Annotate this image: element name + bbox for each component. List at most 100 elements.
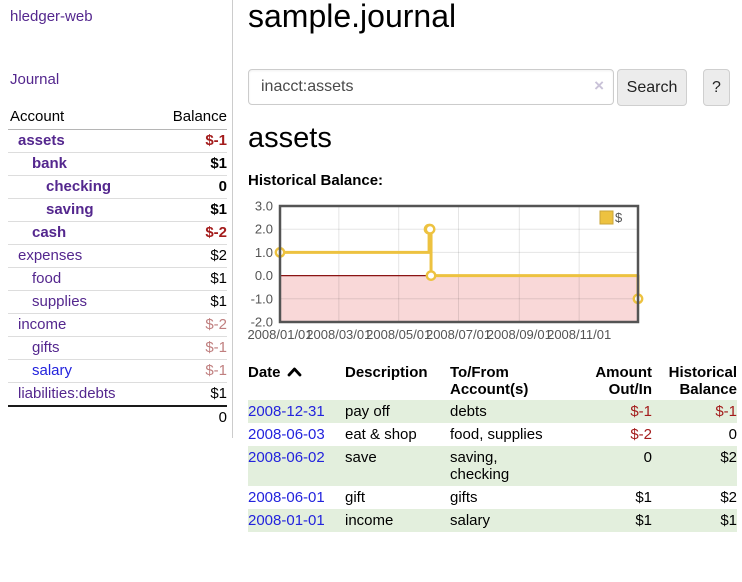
account-link-bank[interactable]: bank (32, 155, 68, 172)
register-row: 2008-12-31 pay off debts $-1 $-1 (248, 400, 737, 423)
y-tick-label: -2.0 (251, 315, 273, 330)
help-button[interactable]: ? (703, 69, 730, 106)
transaction-balance: $2 (720, 449, 737, 466)
account-balance: $1 (151, 290, 227, 314)
account-balance: $1 (151, 382, 227, 407)
transaction-accounts: saving, checking (450, 449, 510, 483)
transaction-date-link[interactable]: 2008-12-31 (248, 403, 325, 420)
transaction-balance: $2 (720, 489, 737, 506)
account-balance: $-1 (151, 359, 227, 383)
accounts-col-account: Account (8, 105, 152, 130)
accounts-total-value: 0 (151, 405, 227, 429)
negative-region (280, 275, 638, 322)
account-row: income $-2 (8, 313, 227, 337)
account-link-liabilities-debts[interactable]: liabilities:debts (18, 385, 116, 402)
y-tick-label: 0.0 (255, 268, 273, 283)
account-link-income[interactable]: income (18, 316, 67, 333)
transaction-accounts: salary (450, 512, 491, 529)
transaction-amount: $1 (635, 512, 652, 529)
transaction-description: gift (345, 489, 366, 506)
transaction-date-link[interactable]: 2008-06-01 (248, 489, 325, 506)
account-link-salary[interactable]: salary (32, 362, 73, 379)
register-table: Date Description To/From Account(s) Amount … (248, 362, 737, 532)
account-balance: $-2 (151, 313, 227, 337)
transaction-accounts: gifts (450, 489, 478, 506)
account-link-cash[interactable]: cash (32, 224, 67, 241)
account-heading: assets (248, 122, 332, 154)
transaction-amount: $-1 (630, 403, 652, 420)
x-tick-label: 2008/07/01 (426, 327, 491, 342)
x-tick-label: 2008/11/01 (547, 327, 611, 342)
register-col-to-from-account-s-: To/From Account(s) (450, 364, 529, 398)
chart-title: Historical Balance: (248, 172, 384, 189)
account-row: expenses $2 (8, 244, 227, 268)
register-col-amount-out-in: Amount Out/In (595, 364, 652, 398)
transaction-amount: $1 (635, 489, 652, 506)
account-balance: $2 (151, 244, 227, 268)
account-row: cash $-2 (8, 221, 227, 245)
page-title: sample.journal (248, 0, 457, 34)
legend-label: $ (615, 210, 623, 225)
account-row: liabilities:debts $1 (8, 382, 227, 407)
x-tick-label: 2008/01/01 (247, 327, 312, 342)
transaction-description: pay off (345, 403, 390, 420)
register-col-description: Description (345, 364, 428, 381)
search-box: × (248, 69, 614, 105)
main-content: sample.journal × Search ? assets Histori… (247, 0, 742, 582)
account-row: saving $1 (8, 198, 227, 222)
y-tick-label: 2.0 (255, 222, 273, 237)
sidebar: hledger-web Journal Account Balance asse… (0, 0, 233, 438)
brand-link[interactable]: hledger-web (10, 8, 93, 25)
register-row: 2008-01-01 income salary $1 $1 (248, 509, 737, 532)
accounts-table: Account Balance assets $-1 bank $1 checking 0… (8, 105, 227, 429)
transaction-amount: $-2 (630, 426, 652, 443)
y-tick-label: -1.0 (251, 291, 273, 306)
transaction-date-link[interactable]: 2008-06-03 (248, 426, 325, 443)
account-link-assets[interactable]: assets (18, 132, 65, 149)
account-row: supplies $1 (8, 290, 227, 314)
register-row: 2008-06-01 gift gifts $1 $2 (248, 486, 737, 509)
register-row: 2008-06-02 save saving, checking 0 $2 (248, 446, 737, 486)
transaction-balance: $-1 (715, 403, 737, 420)
search-button[interactable]: Search (617, 69, 687, 106)
transaction-amount: 0 (643, 449, 652, 466)
clear-search-icon[interactable]: × (594, 76, 604, 95)
register-row: 2008-06-03 eat & shop food, supplies $-2 0 (248, 423, 737, 446)
data-point-marker (424, 223, 436, 235)
x-tick-label: 2008/03/01 (306, 327, 371, 342)
transaction-date-link[interactable]: 2008-01-01 (248, 512, 325, 529)
account-row: food $1 (8, 267, 227, 291)
account-balance: $1 (151, 152, 227, 176)
legend-swatch (599, 210, 614, 225)
account-link-checking[interactable]: checking (46, 178, 112, 195)
register-col-historical-balance: Historical Balance (668, 364, 737, 398)
account-balance: 0 (151, 175, 227, 199)
data-point-marker (425, 270, 437, 282)
account-link-gifts[interactable]: gifts (32, 339, 60, 356)
search-input[interactable] (248, 69, 614, 105)
accounts-col-balance: Balance (151, 105, 227, 130)
account-row: salary $-1 (8, 359, 227, 383)
transaction-balance: $1 (720, 512, 737, 529)
account-link-saving[interactable]: saving (46, 201, 94, 218)
transaction-accounts: debts (450, 403, 487, 420)
account-link-expenses[interactable]: expenses (18, 247, 83, 264)
x-tick-label: 2008/05/01 (366, 327, 431, 342)
account-balance: $-1 (151, 129, 227, 153)
account-link-supplies[interactable]: supplies (32, 293, 88, 310)
account-row: gifts $-1 (8, 336, 227, 360)
account-link-food[interactable]: food (32, 270, 62, 287)
account-row: bank $1 (8, 152, 227, 176)
y-tick-label: 3.0 (255, 199, 273, 214)
sidebar-item-journal[interactable]: Journal (10, 71, 60, 88)
x-tick-label: 2008/09/01 (487, 327, 552, 342)
account-row: checking 0 (8, 175, 227, 199)
transaction-date-link[interactable]: 2008-06-02 (248, 449, 325, 466)
plot-border (278, 204, 640, 324)
transaction-balance: 0 (728, 426, 737, 443)
transaction-description: save (345, 449, 377, 466)
transaction-accounts: food, supplies (450, 426, 543, 443)
account-balance: $1 (151, 198, 227, 222)
account-row: assets $-1 (8, 129, 227, 153)
register-col-date[interactable]: Date (248, 362, 345, 400)
